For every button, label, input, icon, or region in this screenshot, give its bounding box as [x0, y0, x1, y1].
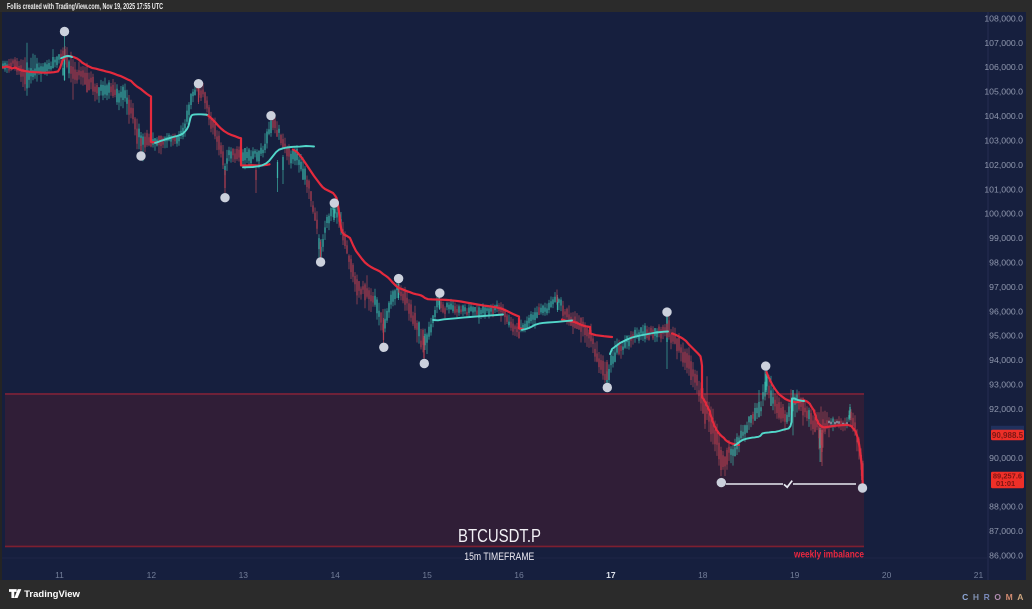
svg-text:106,000.0: 106,000.0	[984, 62, 1023, 72]
svg-text:15: 15	[422, 570, 432, 580]
svg-text:87,000.0: 87,000.0	[989, 526, 1023, 536]
svg-text:92,000.0: 92,000.0	[989, 404, 1023, 414]
svg-text:96,000.0: 96,000.0	[989, 306, 1023, 316]
svg-text:95,000.0: 95,000.0	[989, 331, 1023, 341]
svg-text:104,000.0: 104,000.0	[984, 111, 1023, 121]
svg-text:97,000.0: 97,000.0	[989, 282, 1023, 292]
svg-text:12: 12	[147, 570, 157, 580]
svg-text:90,988.5: 90,988.5	[992, 431, 1024, 440]
svg-text:99,000.0: 99,000.0	[989, 233, 1023, 243]
svg-text:105,000.0: 105,000.0	[984, 87, 1023, 97]
svg-text:17: 17	[606, 570, 616, 580]
svg-text:01:01: 01:01	[996, 479, 1015, 488]
svg-text:Follis created with TradingVie: Follis created with TradingView.com, Nov…	[7, 2, 163, 11]
svg-text:98,000.0: 98,000.0	[989, 257, 1023, 267]
svg-text:100,000.0: 100,000.0	[984, 209, 1023, 219]
svg-text:19: 19	[790, 570, 800, 580]
svg-text:20: 20	[882, 570, 892, 580]
svg-text:107,000.0: 107,000.0	[984, 38, 1023, 48]
svg-text:101,000.0: 101,000.0	[984, 184, 1023, 194]
svg-text:93,000.0: 93,000.0	[989, 379, 1023, 389]
svg-text:18: 18	[698, 570, 708, 580]
svg-text:21: 21	[974, 570, 984, 580]
svg-text:86,000.0: 86,000.0	[989, 550, 1023, 560]
svg-text:13: 13	[239, 570, 249, 580]
svg-text:weekly imbalance: weekly imbalance	[793, 550, 864, 561]
svg-text:90,000.0: 90,000.0	[989, 453, 1023, 463]
svg-text:89,257.6: 89,257.6	[993, 471, 1022, 480]
svg-text:15m TIMEFRAME: 15m TIMEFRAME	[464, 551, 534, 563]
svg-text:11: 11	[55, 570, 64, 580]
svg-text:16: 16	[514, 570, 524, 580]
svg-text:94,000.0: 94,000.0	[989, 355, 1023, 365]
svg-text:108,000.0: 108,000.0	[984, 13, 1023, 23]
svg-text:103,000.0: 103,000.0	[984, 135, 1023, 145]
svg-text:102,000.0: 102,000.0	[984, 160, 1023, 170]
svg-text:14: 14	[330, 570, 340, 580]
svg-text:BTCUSDT.P: BTCUSDT.P	[458, 525, 541, 546]
svg-text:88,000.0: 88,000.0	[989, 502, 1023, 512]
